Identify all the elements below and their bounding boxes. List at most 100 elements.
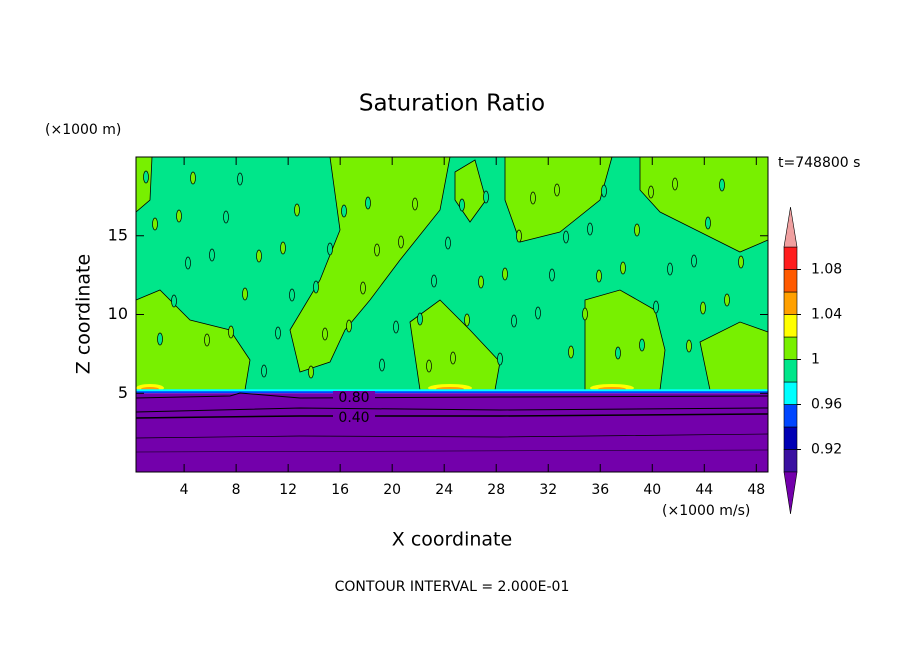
contour-line (135, 413, 769, 419)
contour-cell (374, 243, 380, 257)
contour-cell (431, 274, 437, 288)
colorbar-box (783, 246, 798, 270)
contour-cell (648, 185, 654, 199)
contour-cell (478, 275, 484, 289)
contour-cell (596, 269, 602, 283)
contour-cell (280, 241, 286, 255)
contour-cell (176, 209, 182, 223)
colorbar-extend-high (783, 206, 798, 248)
contour-cell (634, 223, 640, 237)
footer: CONTOUR INTERVAL = 2.000E-01 (335, 579, 570, 595)
contour-cell (450, 351, 456, 365)
colorbar-tick-label: 1 (811, 352, 820, 368)
contour-cell (483, 190, 489, 204)
contour-label-bg (333, 411, 375, 425)
contour-cell (360, 281, 366, 295)
contour-cell (275, 326, 281, 340)
x-tick-label: 44 (695, 482, 713, 498)
contour-cell (185, 256, 191, 270)
colorbar-tick-label: 0.92 (811, 442, 842, 458)
contour-cell (209, 248, 215, 262)
contour-cell (686, 339, 692, 353)
colorbar-tick-label: 0.96 (811, 397, 842, 413)
contour-cell (256, 249, 262, 263)
contour-cell (582, 307, 588, 321)
contour-region (136, 393, 768, 472)
contour-cell (341, 204, 347, 218)
contour-cell (601, 184, 607, 198)
chart-title: Saturation Ratio (359, 91, 545, 117)
contour-cell (691, 254, 697, 268)
y-unit: (×1000 m) (45, 122, 121, 138)
contour-label: 0.80 (338, 390, 369, 406)
x-unit: (×1000 m/s) (662, 503, 750, 519)
x-axis-label: X coordinate (392, 529, 512, 551)
contour-cell (563, 230, 569, 244)
contour-cell (417, 312, 423, 326)
contour-cell (327, 242, 333, 256)
colorbar-extend-low (783, 471, 798, 515)
colorbar-box (783, 359, 798, 383)
contour-cell (705, 216, 711, 230)
contour-cell (322, 327, 328, 341)
contour-cell (459, 198, 465, 212)
colorbar-box (783, 336, 798, 360)
contour-cell (497, 352, 503, 366)
contour-cell (719, 178, 725, 192)
colorbar-tick-label: 1.08 (811, 262, 842, 278)
colorbar-box (783, 449, 798, 473)
x-tick-label: 28 (487, 482, 505, 498)
contour-cell (294, 203, 300, 217)
contour-cell (554, 183, 560, 197)
colorbar-box (783, 426, 798, 450)
contour-cell (346, 319, 352, 333)
colorbar-box (783, 381, 798, 405)
contour-cell (738, 255, 744, 269)
contour-cell (667, 262, 673, 276)
contour-cell (398, 235, 404, 249)
contour-cell (152, 217, 158, 231)
contour-line (135, 407, 769, 413)
contour-cell (724, 293, 730, 307)
contour-cell (393, 320, 399, 334)
contour-cell (464, 313, 470, 327)
contour-region (136, 389, 768, 393)
contour-cell (587, 222, 593, 236)
colorbar-box (783, 314, 798, 338)
contour-region (289, 156, 451, 373)
x-tick-label: 4 (180, 482, 189, 498)
contour-cell (620, 261, 626, 275)
colorbar-box (783, 269, 798, 293)
contour-cell (190, 171, 196, 185)
contour-line (135, 449, 769, 453)
contour-line (135, 392, 769, 399)
contour-cell (426, 359, 432, 373)
contour-line (135, 433, 769, 439)
contour-cell (530, 191, 536, 205)
contour-cell (289, 288, 295, 302)
x-tick-label: 36 (591, 482, 609, 498)
contour-cell (365, 196, 371, 210)
contour-cell (223, 210, 229, 224)
contour-cell (502, 267, 508, 281)
x-tick-label: 32 (539, 482, 557, 498)
contour-cell (237, 172, 243, 186)
contour-cell (639, 338, 645, 352)
contour-cell (511, 314, 517, 328)
contour-label-bg (333, 391, 375, 405)
contour-label: 0.40 (338, 410, 369, 426)
y-tick-label: 5 (118, 383, 128, 402)
x-tick-label: 16 (331, 482, 349, 498)
contour-cell (549, 268, 555, 282)
x-tick-label: 8 (232, 482, 241, 498)
contour-cell (516, 229, 522, 243)
contour-cell (672, 177, 678, 191)
time-label: t=748800 s (778, 155, 860, 171)
contour-cell (313, 280, 319, 294)
x-tick-label: 12 (279, 482, 297, 498)
contour-region (136, 391, 768, 394)
x-tick-label: 48 (747, 482, 765, 498)
contour-cell (379, 358, 385, 372)
contour-cell (143, 170, 149, 184)
